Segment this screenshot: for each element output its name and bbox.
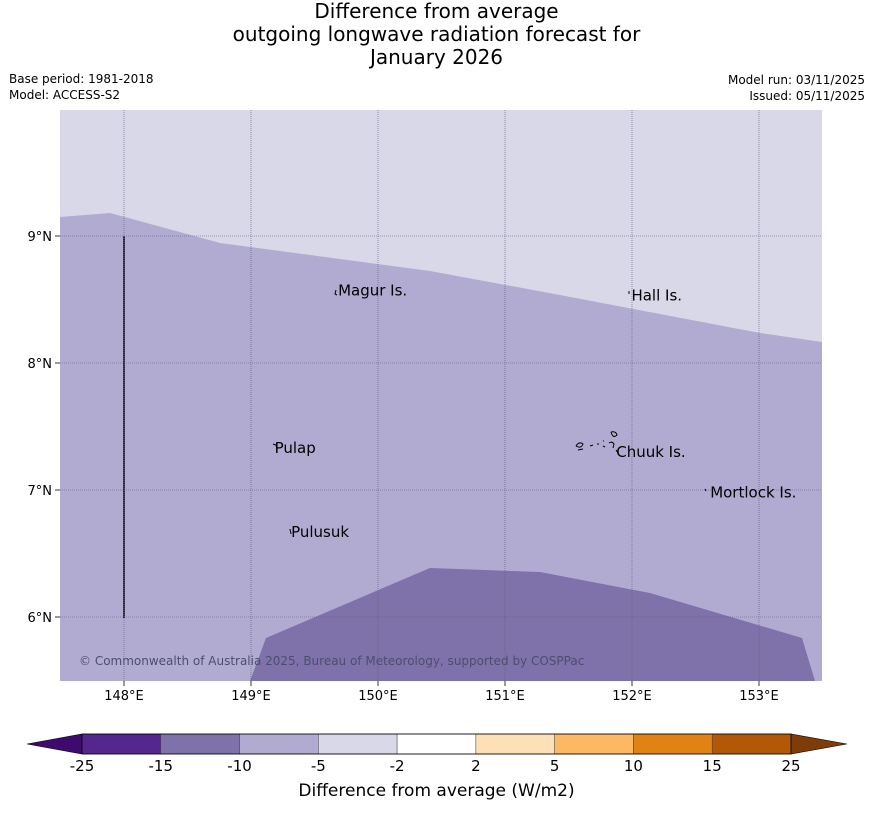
island-outlines — [272, 289, 707, 535]
place-labels: Magur Is. Hall Is. Pulap Chuuk Is. Mortlock … — [275, 282, 797, 541]
colorbar-frame — [81, 733, 792, 755]
colorbar-tick-label: -2 — [390, 757, 405, 775]
pulap-island-outline — [272, 443, 278, 450]
place-label: Chuuk Is. — [616, 443, 685, 461]
place-label: Pulusuk — [291, 523, 349, 541]
model-run-text: Model run: 03/11/2025 — [727, 73, 865, 87]
lon-tick-label: 149°E — [231, 689, 271, 704]
colorbar-tick-label: 2 — [471, 757, 481, 775]
colorbar-bin — [239, 733, 319, 755]
model-text: Model: ACCESS-S2 — [9, 88, 121, 102]
region-minus15-to-minus10 — [250, 568, 815, 681]
lat-tick-label: 7°N — [28, 484, 53, 499]
title-line-2: outgoing longwave radiation forecast for — [232, 22, 641, 46]
figure-title: Difference from average outgoing longwav… — [0, 0, 873, 69]
longitude-axis: 148°E 149°E 150°E 151°E 152°E 153°E — [104, 681, 779, 704]
place-label: Mortlock Is. — [710, 484, 796, 502]
colorbar-tick-label: 15 — [703, 757, 722, 775]
gridlines — [60, 110, 822, 681]
colorbar-tick-label: -25 — [70, 757, 95, 775]
lat-tick-label: 9°N — [28, 230, 53, 245]
map-panel: Magur Is. Hall Is. Pulap Chuuk Is. Mortlock … — [28, 110, 822, 704]
metadata-right: Model run: 03/11/2025 Issued: 05/11/2025 — [728, 72, 865, 104]
colorbar-tick-label: -15 — [149, 757, 174, 775]
colorbar-bin — [711, 733, 792, 755]
base-period-text: Base period: 1981-2018 — [9, 72, 154, 86]
colorbar-bin — [475, 733, 555, 755]
lon-tick-label: 153°E — [739, 689, 779, 704]
chuuk-lagoon-outline — [575, 431, 619, 454]
title-line-1: Difference from average — [314, 0, 559, 23]
place-label: Magur Is. — [338, 282, 407, 300]
colorbar-bin — [160, 733, 240, 755]
colorbar-tick-label: 10 — [624, 757, 643, 775]
mortlock-island-outline — [704, 488, 707, 492]
place-label: Pulap — [275, 439, 316, 457]
colorbar-tick-label: -5 — [311, 757, 326, 775]
title-line-3: January 2026 — [369, 45, 504, 69]
colorbar-high-extend — [790, 733, 848, 755]
pulusuk-island-outline — [289, 528, 292, 535]
lon-tick-label: 152°E — [612, 689, 652, 704]
colorbar: -25 -15 -10 -5 -2 2 5 10 15 25 — [26, 733, 848, 775]
colorbar-bin — [396, 733, 477, 755]
colorbar-bin — [81, 733, 162, 755]
lon-tick-label: 150°E — [358, 689, 398, 704]
colorbar-low-extend — [26, 733, 83, 755]
colorbar-title: Difference from average (W/m2) — [298, 781, 575, 801]
latitude-axis: 9°N 8°N 7°N 6°N — [28, 230, 60, 626]
colorbar-bin — [554, 733, 634, 755]
colorbar-bin — [633, 733, 713, 755]
metadata-left: Base period: 1981-2018 Model: ACCESS-S2 — [9, 71, 154, 103]
lat-tick-label: 6°N — [28, 611, 53, 626]
lon-tick-label: 151°E — [485, 689, 525, 704]
colorbar-tick-label: -10 — [227, 757, 252, 775]
copyright-notice: © Commonwealth of Australia 2025, Bureau… — [79, 654, 584, 668]
place-label: Hall Is. — [631, 287, 682, 305]
colorbar-bin — [318, 733, 398, 755]
colorbar-tick-label: 5 — [550, 757, 560, 775]
colorbar-bins — [81, 733, 792, 755]
lon-tick-label: 148°E — [104, 689, 144, 704]
issued-text: Issued: 05/11/2025 — [749, 89, 865, 103]
colorbar-tick-labels: -25 -15 -10 -5 -2 2 5 10 15 25 — [70, 757, 801, 775]
region-minus10-to-minus5 — [60, 213, 822, 681]
magur-island-outline — [334, 289, 338, 296]
colorbar-tick-label: 25 — [781, 757, 800, 775]
lat-tick-label: 8°N — [28, 357, 53, 372]
